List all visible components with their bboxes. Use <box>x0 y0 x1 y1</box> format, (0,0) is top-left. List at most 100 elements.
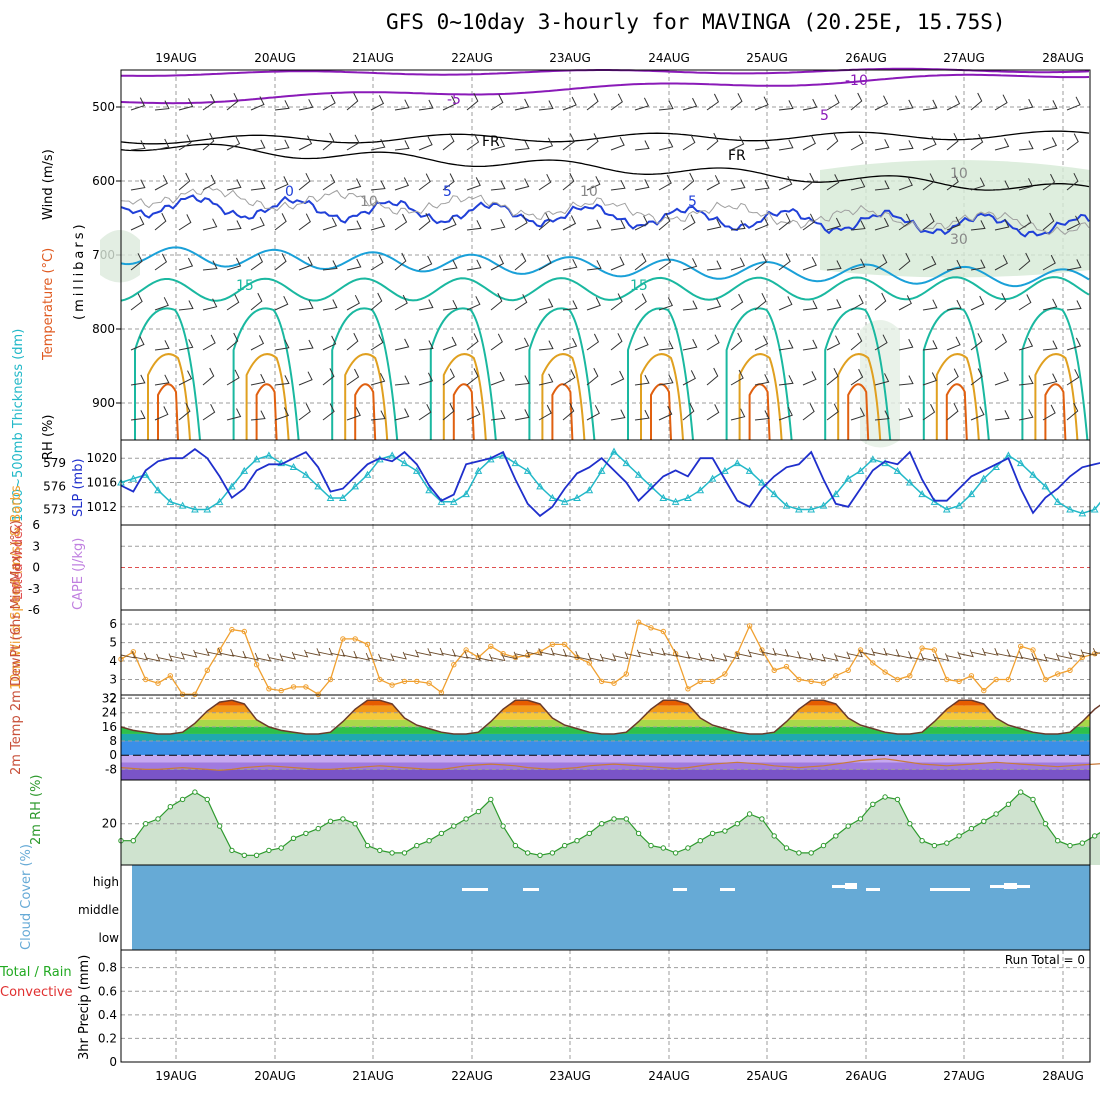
wind-point-77 <box>1067 667 1073 673</box>
barb-2-227 <box>226 179 242 191</box>
thickness-point-23 <box>400 459 409 467</box>
barb-2-347 <box>346 178 362 191</box>
contour-15 <box>120 276 1090 302</box>
wind-barb-9 <box>231 650 247 659</box>
barb-6-1067 <box>1066 337 1082 351</box>
rh-point-7 <box>204 796 211 803</box>
thickness-point-77 <box>1066 505 1074 513</box>
barb-4-995 <box>994 255 1008 271</box>
barb-4-1043 <box>1042 254 1056 271</box>
barb-5-923 <box>922 299 938 311</box>
rh-point-32 <box>512 842 519 849</box>
barb-0-587 <box>586 93 599 111</box>
rh-area <box>121 792 1100 865</box>
wind-barb-69 <box>971 648 987 656</box>
slp-ylabels: 1000~500mb Thickness (dm) <box>11 329 26 522</box>
barb-6-443 <box>442 336 457 351</box>
temp-ytick-4: 0 <box>109 748 117 762</box>
contour-label-12: 30 <box>950 232 968 248</box>
date-bottom-0: 19AUG <box>155 1069 197 1083</box>
barb-8-275 <box>274 407 290 421</box>
barb-1-515 <box>514 140 530 151</box>
rh-point-71 <box>993 811 999 817</box>
cloud-gap-1 <box>523 888 539 891</box>
rh-point-21 <box>377 847 383 854</box>
wind-barb-73 <box>1020 653 1036 661</box>
barb-1-299 <box>298 135 313 151</box>
thickness-point-25 <box>425 486 433 494</box>
wind-barb-50 <box>737 649 753 658</box>
wind-point-6 <box>192 691 198 697</box>
rh-point-45 <box>672 850 679 856</box>
barb-8-227 <box>226 408 242 421</box>
rh-point-60 <box>857 816 864 822</box>
barb-6-875 <box>874 334 888 351</box>
wind-barb-54 <box>786 651 802 659</box>
barb-7-419 <box>418 372 434 386</box>
barb-5-539 <box>538 298 554 311</box>
wind-barb-13 <box>281 651 296 660</box>
barb-7-467 <box>466 368 479 386</box>
rh-point-46 <box>685 845 691 851</box>
barb-1-155 <box>154 138 170 151</box>
wind-point-62 <box>882 669 888 675</box>
contour-30-day3 <box>452 383 475 441</box>
rh-point-51 <box>746 811 753 817</box>
barb-8-923 <box>922 403 936 421</box>
barb-4-347 <box>346 258 362 271</box>
contour-fr-b <box>120 143 1090 191</box>
cloud-gap-3 <box>720 888 735 891</box>
barb-0-1043 <box>1042 100 1058 111</box>
rh-point-63 <box>894 796 901 803</box>
barb-2-1019 <box>1018 178 1034 191</box>
wind-point-15 <box>303 684 309 690</box>
temp-band-5 <box>121 733 1090 742</box>
barb-8-851 <box>850 407 866 421</box>
barb-5-179 <box>178 300 194 311</box>
date-top-6: 25AUG <box>746 51 788 65</box>
contour-25-day1 <box>245 353 290 441</box>
barb-6-419 <box>418 340 434 351</box>
barb-3-659 <box>658 212 671 231</box>
barb-8-1019 <box>1018 409 1034 421</box>
barb-7-251 <box>250 373 266 386</box>
barb-4-227 <box>226 257 242 271</box>
contour-20-day9 <box>1021 307 1089 441</box>
barb-8-755 <box>754 410 770 421</box>
barb-1-179 <box>178 134 192 151</box>
wind-point-21 <box>377 676 383 683</box>
rh-shade-1 <box>100 230 140 283</box>
barb-4-539 <box>538 254 552 271</box>
barb-5-635 <box>634 293 647 311</box>
chart-title: GFS 0~10day 3-hourly for MAVINGA (20.25E… <box>386 10 1006 34</box>
thickness-point-40 <box>610 447 618 455</box>
run-total: Run Total = 0 <box>1005 953 1085 967</box>
wind-point-44 <box>660 628 666 635</box>
barb-0-1067 <box>1066 96 1081 111</box>
date-top-2: 21AUG <box>352 51 394 65</box>
rh-ytick-0: 20 <box>102 817 117 831</box>
thickness-point-10 <box>240 466 249 474</box>
wind-point-19 <box>352 636 358 642</box>
wind-point-7 <box>204 667 211 673</box>
thick-ytick-2: 579 <box>43 456 66 470</box>
barb-8-155 <box>154 406 169 421</box>
barb-7-971 <box>970 368 983 386</box>
thickness-point-28 <box>462 490 470 498</box>
wind-barb-6 <box>194 648 210 657</box>
barb-0-563 <box>562 96 577 111</box>
thickness-point-39 <box>597 466 606 474</box>
wind-point-41 <box>623 671 629 677</box>
thickness-point-45 <box>671 497 680 505</box>
wind-barb-43 <box>650 647 666 656</box>
barb-4-419 <box>418 255 433 271</box>
barb-7-371 <box>370 372 386 386</box>
rh-point-78 <box>1079 840 1086 846</box>
contour-20-day5 <box>627 307 694 441</box>
thickness-point-52 <box>758 478 766 486</box>
barb-1-1019 <box>1018 140 1034 151</box>
wind-point-51 <box>746 623 753 629</box>
barb-6-635 <box>634 336 649 351</box>
wind-point-59 <box>845 667 851 673</box>
precip-ytick-2: 0.4 <box>98 1008 117 1022</box>
